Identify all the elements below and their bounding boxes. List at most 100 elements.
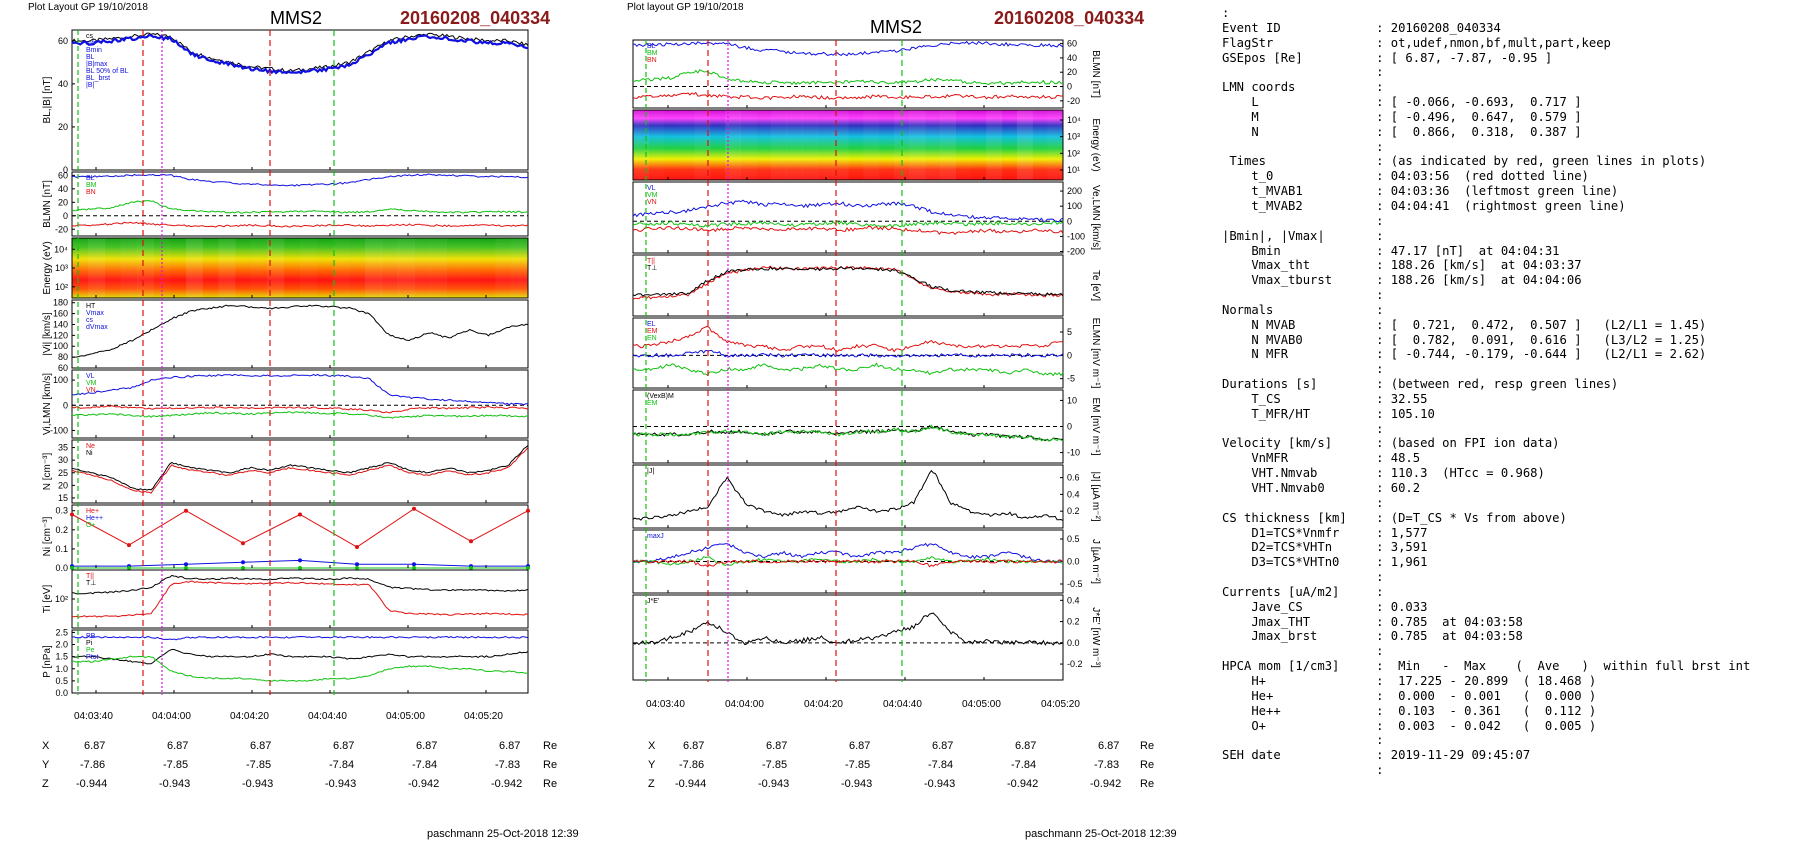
panel-R9: -0.2 0.0 0.2 0.4 J*E' [nW m⁻³] J*E' <box>632 594 1101 681</box>
y-tick-label: -100 <box>50 425 68 435</box>
pos-label-z: Z <box>648 778 655 790</box>
legend-entry: T⊥ <box>86 580 96 587</box>
legend-entry: Vmax <box>86 310 104 317</box>
y-tick-label: 10³ <box>55 263 68 273</box>
y-tick-label: 0.4 <box>1067 595 1080 605</box>
series-t <box>71 580 529 618</box>
data-point <box>184 508 188 513</box>
spectrogram-shade <box>924 110 941 180</box>
legend-entry: BL_brst <box>86 75 110 82</box>
y-tick-label: 0.5 <box>55 676 68 686</box>
y-axis-label: BLMN [nT] <box>1090 50 1101 98</box>
y-tick-label: 2.0 <box>55 640 68 650</box>
pos-y-4: -7.84 <box>412 759 438 771</box>
y-axis-label: J [µA m⁻²] <box>1090 539 1101 584</box>
legend-entry: T|| <box>647 258 655 265</box>
spectrogram-shade <box>863 110 880 180</box>
y-tick-label: -10 <box>1067 448 1080 458</box>
pos-z-3: -0.943 <box>325 778 357 790</box>
y-tick-label: 20 <box>58 122 68 132</box>
y-tick-label: 180 <box>53 298 68 308</box>
panel-frame <box>71 29 529 171</box>
pos-label-z: Z <box>42 778 49 790</box>
y-axis-label: |Vi| [km/s] <box>42 312 53 356</box>
spectrogram-shade <box>300 238 317 298</box>
y-tick-label: 0 <box>1067 82 1072 92</box>
data-point <box>70 512 74 517</box>
legend-entry: BL 50% of BL <box>86 68 129 75</box>
right-event-title: 20160208_040334 <box>994 8 1145 28</box>
series-el <box>632 349 1064 358</box>
y-axis-label: J*E' [nW m⁻³] <box>1090 607 1101 668</box>
pos-x-4: 6.87 <box>416 740 438 752</box>
y-tick-label: 80 <box>58 352 68 362</box>
series-em <box>632 424 1064 442</box>
legend-entry: He++ <box>86 515 103 522</box>
data-point <box>412 566 416 570</box>
pos-x-4: 6.87 <box>1015 740 1037 752</box>
panel-R7: 0.2 0.4 0.6 |J| [µA m⁻²] |J| <box>632 464 1101 529</box>
y-tick-label: 2.5 <box>55 627 68 637</box>
left-spacecraft-title: MMS2 <box>270 8 323 28</box>
y-tick-label: 10³ <box>1067 132 1080 142</box>
legend-entry: (VexB)M <box>647 393 674 400</box>
legend-entry: cs <box>86 33 94 40</box>
pos-z-0: -0.944 <box>675 778 707 790</box>
y-tick-label: 10 <box>1067 395 1077 405</box>
summary-line: Currents [uA/m2] : <box>1222 584 1384 599</box>
legend-entry: VL <box>647 185 656 192</box>
summary-line: He+ : 0.000 - 0.001 ( 0.000 ) <box>1222 688 1597 703</box>
spectrogram-shade <box>104 238 122 298</box>
time-tick-label: 04:05:20 <box>1041 699 1080 710</box>
data-point <box>355 562 359 567</box>
pos-z-5: -0.942 <box>1090 778 1122 790</box>
pos-z-1: -0.943 <box>159 778 191 790</box>
panel-frame <box>632 594 1064 681</box>
summary-line: Jmax_THT : 0.785 at 04:03:58 <box>1222 614 1523 629</box>
data-point <box>184 566 188 570</box>
series-vl <box>632 199 1064 222</box>
summary-line: GSEpos [Re] : [ 6.87, -7.87, -0.95 ] <box>1222 50 1553 65</box>
y-tick-label: 100 <box>53 375 68 385</box>
spectrogram-shade <box>414 238 431 298</box>
data-point <box>70 566 74 570</box>
summary-line: : <box>1222 763 1384 778</box>
y-tick-label: 0.5 <box>1067 534 1080 544</box>
spectrogram-shade <box>120 238 138 298</box>
summary-line: : <box>1222 421 1384 436</box>
spectrogram-shade <box>832 110 849 180</box>
legend-entry: EM <box>647 400 658 407</box>
y-tick-label: 60 <box>58 36 68 46</box>
y-tick-label: 0.2 <box>1067 617 1080 627</box>
pos-unit-z: Re <box>1140 778 1155 790</box>
series-en <box>632 362 1064 377</box>
legend-entry: Ne <box>86 443 95 450</box>
spectrogram-shade <box>771 110 788 180</box>
pos-y-2: -7.85 <box>246 759 272 771</box>
time-tick-label: 04:04:40 <box>308 711 347 720</box>
legend-entry: VN <box>86 387 96 394</box>
y-tick-label: 0 <box>63 165 68 175</box>
pos-y-0: -7.86 <box>679 759 705 771</box>
pos-z-4: -0.942 <box>408 778 440 790</box>
time-tick-label: 04:05:00 <box>962 699 1001 710</box>
y-tick-label: 0 <box>1067 216 1072 226</box>
series-vl <box>71 373 529 406</box>
y-tick-label: 0.0 <box>1067 638 1080 648</box>
time-tick-label: 04:03:40 <box>74 711 113 720</box>
legend-entry: Pe <box>86 647 95 654</box>
series-bm <box>632 69 1064 86</box>
legend-entry: |J| <box>647 468 654 475</box>
legend: maxJ <box>647 533 664 540</box>
y-tick-label: 20 <box>1067 67 1077 77</box>
y-axis-label: BL,|B| [nT] <box>42 76 53 123</box>
spectrogram-shade <box>1047 110 1064 180</box>
y-tick-label: 0.1 <box>55 544 68 554</box>
legend-entry: mfr <box>86 40 97 47</box>
